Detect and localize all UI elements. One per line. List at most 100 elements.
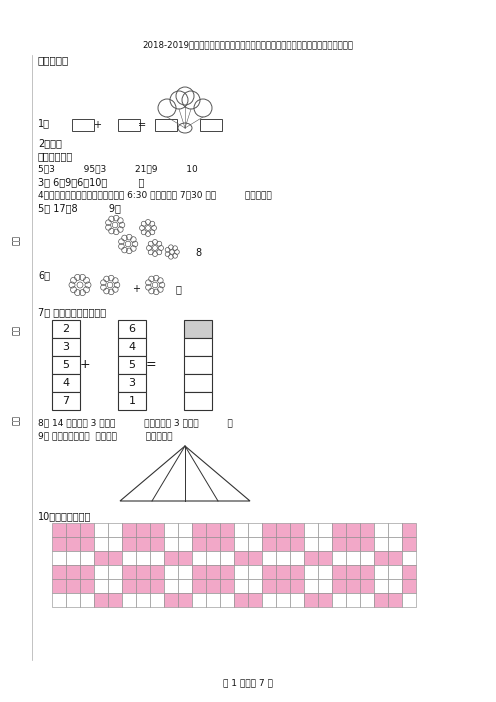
Bar (304, 551, 318, 565)
Bar (220, 565, 234, 579)
Bar (374, 537, 388, 551)
Text: 1: 1 (128, 396, 135, 406)
Bar (248, 593, 262, 607)
Bar (374, 579, 388, 593)
Text: 4．从上海开往南京的火车，甲车是 6:30 开，乙车是 7：30 开，          车开的早。: 4．从上海开往南京的火车，甲车是 6:30 开，乙车是 7：30 开， 车开的早… (38, 190, 272, 199)
Text: 填＜，＝，＞: 填＜，＝，＞ (38, 151, 73, 161)
Bar (66, 551, 80, 565)
Bar (108, 523, 122, 537)
Bar (374, 551, 388, 565)
Bar (262, 565, 276, 579)
Bar (388, 593, 402, 607)
Bar (206, 537, 220, 551)
Text: 2．填空: 2．填空 (38, 138, 62, 148)
Text: 3: 3 (62, 342, 69, 352)
Bar (164, 565, 178, 579)
Bar (276, 551, 290, 565)
Bar (206, 551, 220, 565)
Text: 9． 想一想，数一数  下图中有          个三角形。: 9． 想一想，数一数 下图中有 个三角形。 (38, 431, 173, 440)
Text: 第 1 页，共 7 页: 第 1 页，共 7 页 (223, 678, 273, 687)
Bar (118, 320, 146, 338)
Bar (94, 537, 108, 551)
Bar (80, 537, 94, 551)
Text: 7． 在＝填上正确的数．: 7． 在＝填上正确的数． (38, 307, 106, 317)
Bar (234, 523, 248, 537)
Bar (52, 338, 80, 356)
Bar (178, 523, 192, 537)
Bar (318, 565, 332, 579)
Bar (402, 579, 416, 593)
Bar (206, 523, 220, 537)
Bar (346, 551, 360, 565)
Bar (262, 537, 276, 551)
Bar (52, 523, 66, 537)
Bar (374, 523, 388, 537)
Bar (94, 593, 108, 607)
Text: 姓名: 姓名 (11, 325, 20, 335)
Bar (136, 537, 150, 551)
Bar (122, 537, 136, 551)
Bar (80, 593, 94, 607)
Bar (276, 523, 290, 537)
Bar (136, 565, 150, 579)
Bar (332, 537, 346, 551)
Bar (332, 523, 346, 537)
Bar (276, 579, 290, 593)
Bar (94, 523, 108, 537)
Text: =: = (146, 359, 156, 371)
Bar (304, 537, 318, 551)
Bar (388, 565, 402, 579)
Bar (346, 565, 360, 579)
Bar (346, 523, 360, 537)
Bar (234, 537, 248, 551)
Bar (262, 579, 276, 593)
Bar (164, 593, 178, 607)
Bar (318, 593, 332, 607)
Bar (360, 523, 374, 537)
Bar (66, 565, 80, 579)
Text: 3． 6＋9＝6＋10－          ＝: 3． 6＋9＝6＋10－ ＝ (38, 177, 144, 187)
Bar (332, 551, 346, 565)
Bar (388, 579, 402, 593)
Bar (304, 565, 318, 579)
Bar (150, 579, 164, 593)
Text: 一、填空题: 一、填空题 (38, 55, 69, 65)
Text: 10．看谁数的快。: 10．看谁数的快。 (38, 511, 91, 521)
Bar (346, 593, 360, 607)
Bar (136, 579, 150, 593)
Bar (108, 551, 122, 565)
Bar (220, 551, 234, 565)
Bar (192, 565, 206, 579)
Text: －: － (175, 284, 181, 294)
Bar (332, 579, 346, 593)
Bar (136, 551, 150, 565)
Bar (178, 537, 192, 551)
Text: =: = (138, 120, 146, 130)
Text: 6: 6 (128, 324, 135, 334)
Bar (136, 523, 150, 537)
Bar (66, 579, 80, 593)
Bar (184, 320, 212, 338)
Bar (346, 579, 360, 593)
Bar (290, 537, 304, 551)
Bar (220, 579, 234, 593)
Bar (80, 565, 94, 579)
Text: 4: 4 (62, 378, 69, 388)
Bar (248, 537, 262, 551)
Bar (66, 593, 80, 607)
Bar (388, 523, 402, 537)
Bar (304, 579, 318, 593)
Bar (318, 551, 332, 565)
Text: 5: 5 (128, 360, 135, 370)
Bar (262, 593, 276, 607)
Bar (52, 356, 80, 374)
Bar (200, 119, 222, 131)
Bar (360, 537, 374, 551)
Bar (332, 565, 346, 579)
Bar (388, 551, 402, 565)
Bar (304, 523, 318, 537)
Bar (72, 119, 94, 131)
Bar (108, 593, 122, 607)
Text: 3: 3 (128, 378, 135, 388)
Bar (360, 551, 374, 565)
